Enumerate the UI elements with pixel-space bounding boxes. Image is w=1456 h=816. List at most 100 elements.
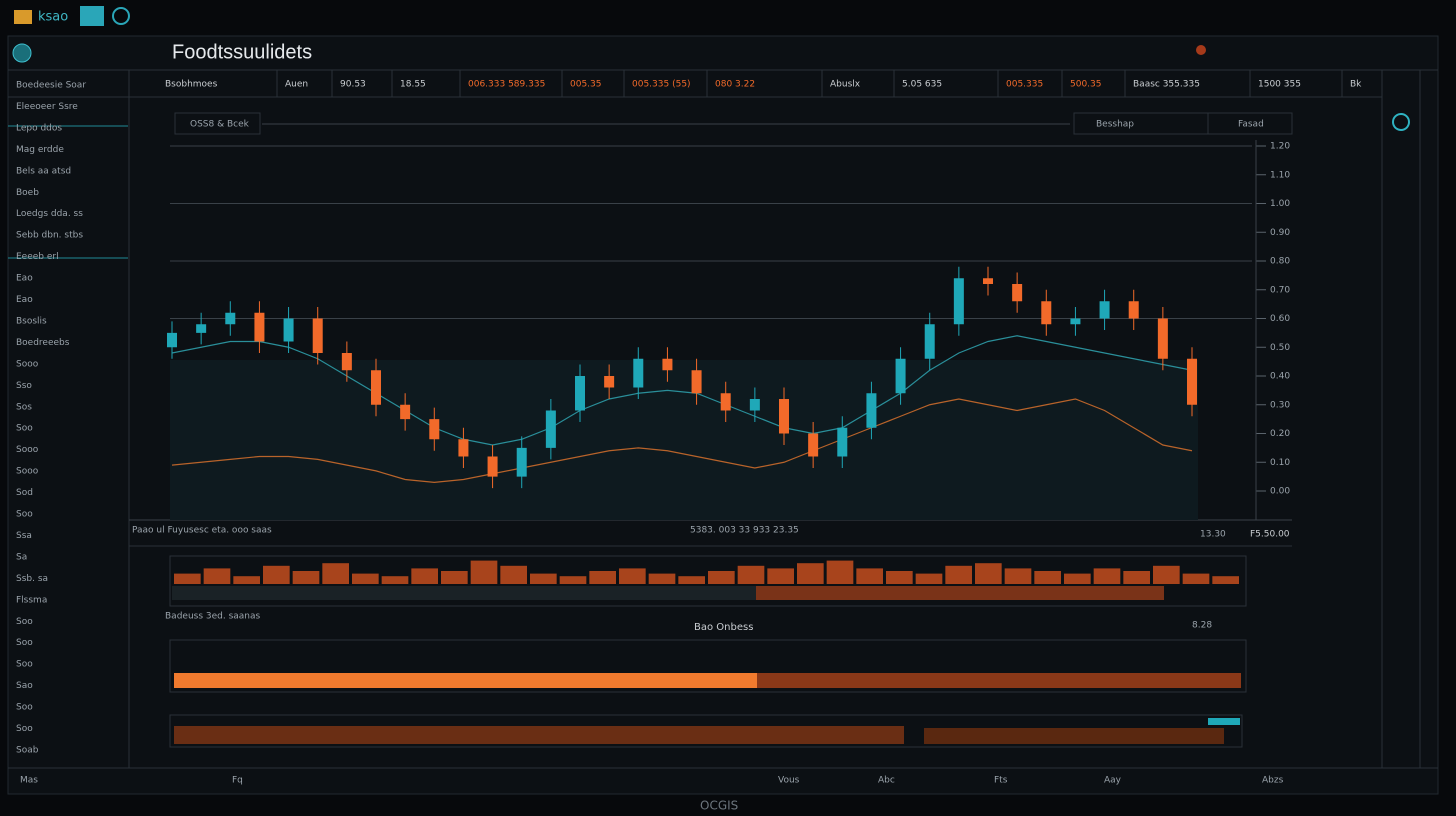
volume-bar: [559, 576, 587, 584]
candle-body: [1187, 358, 1197, 405]
toolbar-item: 5.05 635: [902, 80, 942, 90]
candle-body: [633, 358, 644, 388]
candle-body: [953, 278, 964, 325]
candle-body: [720, 393, 731, 411]
indicator-band: [757, 673, 1241, 688]
volume-bar: [856, 568, 883, 584]
indicator-panel: [169, 639, 1247, 693]
volume-bar: [441, 571, 468, 584]
volume-band: [172, 586, 756, 600]
sidebar-item: Mag erdde: [16, 145, 64, 155]
candle-body: [196, 324, 207, 333]
volume-bar: [1153, 565, 1180, 584]
candle-body: [1099, 301, 1110, 319]
candle-body: [167, 332, 177, 348]
sidebar-item: Sa: [16, 552, 27, 562]
sidebar-item: Sod: [16, 488, 33, 498]
volume-bar: [975, 563, 1002, 584]
volume-bar: [678, 576, 705, 584]
y-tick-label: 0.30: [1270, 400, 1290, 410]
candle-body: [1157, 318, 1168, 359]
toolbar-item: 080 3.22: [715, 80, 755, 90]
y-tick-label: 0.60: [1270, 314, 1290, 324]
app-icon[interactable]: [80, 6, 104, 26]
sidebar-item: Soo: [16, 638, 33, 648]
oscillator-tag: [1208, 718, 1240, 725]
toolbar-item: 18.55: [400, 80, 426, 90]
sidebar-item: Ssb. sa: [16, 574, 48, 584]
volume-bar: [1182, 573, 1210, 584]
time-label: Abzs: [1262, 776, 1284, 786]
indicator-line: [171, 335, 1193, 446]
toolbar-item: 005.335 (55): [632, 80, 691, 90]
volume-bar: [619, 568, 646, 584]
toolbar-item: Baasc 355.335: [1133, 80, 1200, 90]
sidebar-item: Soo: [16, 724, 33, 734]
chart-box[interactable]: [174, 112, 261, 135]
candle-body: [808, 433, 819, 457]
candle-body: [1128, 301, 1139, 319]
candle-body: [400, 404, 411, 420]
sidebar-item: Sooo: [16, 359, 39, 369]
candle-body: [604, 376, 615, 388]
sidebar-item: Soo: [16, 660, 33, 670]
volume-bar: [1123, 571, 1150, 584]
sidebar-item: Eeeeb erl: [16, 252, 59, 262]
volume-bar: [411, 568, 438, 584]
info-row: Paao ul Fuyusesc eta. ooo saas: [132, 526, 272, 536]
oscillator-band: [924, 728, 1224, 744]
volume-bar: [470, 560, 498, 584]
menu-icon[interactable]: [12, 43, 32, 63]
right-box-label: Besshap: [1096, 120, 1134, 130]
volume-bar: [737, 565, 765, 584]
sidebar-item: Flssma: [16, 595, 47, 605]
candle-body: [575, 376, 585, 411]
sidebar-item: Soo: [16, 617, 33, 627]
volume-bar: [1212, 576, 1239, 584]
side-icon[interactable]: [1392, 113, 1410, 131]
candle-body: [1012, 284, 1023, 302]
candle-body: [983, 278, 993, 284]
candle-body: [516, 447, 527, 477]
candle-body: [545, 410, 556, 448]
candle-body: [749, 399, 760, 411]
time-label: Fts: [994, 776, 1008, 786]
y-tick-label: 1.20: [1270, 142, 1290, 152]
y-tick-label: 1.00: [1270, 199, 1290, 209]
y-tick-label: 0.80: [1270, 257, 1290, 267]
toolbar-item: 005.35: [570, 80, 602, 90]
wifi-icon[interactable]: [112, 7, 130, 25]
candle-body: [924, 324, 935, 359]
candle-body: [429, 419, 440, 440]
time-label: Vous: [778, 776, 800, 786]
toolbar-item: 005.335: [1006, 80, 1043, 90]
sidebar-item: Ssa: [16, 531, 32, 541]
volume-bar: [945, 565, 972, 584]
sidebar-item: Bels aa atsd: [16, 166, 71, 176]
volume-bar: [322, 563, 349, 584]
y-tick-label: 0.10: [1270, 458, 1290, 468]
sidebar-item: Boeb: [16, 188, 39, 198]
sidebar-item: Sooo: [16, 467, 39, 477]
sidebar-item: Boedreeebs: [16, 338, 70, 348]
sidebar-item: Soo: [16, 510, 33, 520]
volume-bar: [174, 573, 201, 584]
y-tick-label: 0.70: [1270, 285, 1290, 295]
toolbar-item: 90.53: [340, 80, 366, 90]
toolbar-item: Auen: [285, 80, 308, 90]
volume-panel: [169, 555, 1247, 607]
page-title: Foodtssuulidets: [172, 41, 312, 63]
y-tick-label: 0.90: [1270, 228, 1290, 238]
volume-bar: [648, 573, 676, 584]
right-box[interactable]: [1207, 112, 1293, 135]
toolbar-item: Bsobhmoes: [165, 80, 218, 90]
oscillator-panel: [169, 714, 1243, 748]
candle-body: [837, 427, 848, 457]
indicator-line: [171, 398, 1193, 483]
volume-band: [756, 586, 1164, 600]
footer: OCGIS: [700, 799, 738, 813]
sidebar-item: Boedeesie Soar: [16, 81, 86, 91]
time-label: Abc: [878, 776, 895, 786]
sidebar-item: Lepo ddos: [16, 123, 62, 133]
